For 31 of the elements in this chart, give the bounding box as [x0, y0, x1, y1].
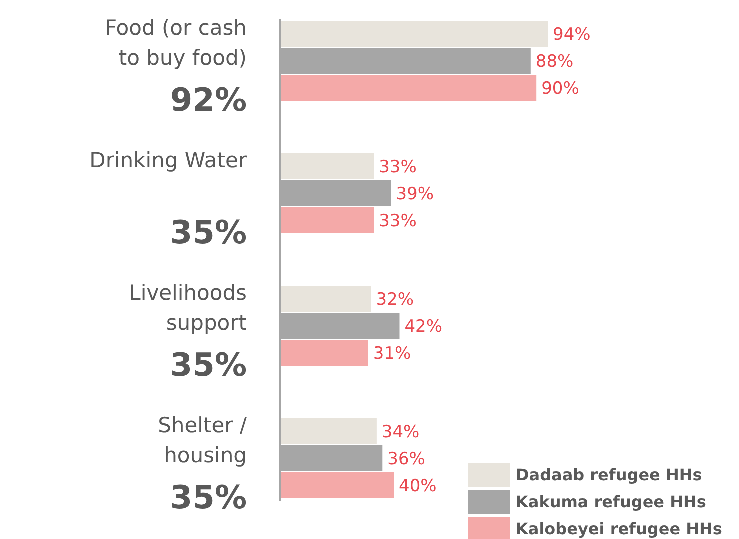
text: 35% — [170, 214, 247, 252]
data-label: 33% — [379, 211, 417, 232]
y-tick-label: Drinking Water — [90, 148, 248, 172]
data-label: 36% — [388, 449, 426, 470]
bar — [280, 340, 368, 366]
bar — [280, 154, 374, 180]
data-label: 33% — [379, 157, 417, 178]
data-label: 94% — [553, 24, 591, 45]
y-tick-label: Livelihoods support — [129, 281, 247, 335]
bar — [280, 208, 374, 234]
data-label: 34% — [382, 422, 420, 442]
legend-label: Dadaab refugee HHs — [516, 466, 702, 485]
text: 35% — [170, 346, 247, 384]
bar — [280, 472, 394, 498]
y-tick-label: Food (or cash to buy food) — [104, 16, 247, 70]
data-label: 31% — [373, 344, 412, 364]
data-label: 40% — [399, 476, 437, 496]
y-tick-label: Shelter / housing — [158, 414, 248, 468]
data-label: 32% — [376, 290, 414, 310]
text: 92% — [170, 81, 247, 119]
data-label: 39% — [396, 184, 434, 204]
data-label: 42% — [404, 316, 443, 337]
legend-label: Kakuma refugee HHs — [516, 492, 706, 512]
data-label: 88% — [536, 52, 574, 72]
data-label: 90% — [542, 78, 580, 99]
bar — [280, 21, 548, 47]
bar — [280, 418, 377, 444]
text: 35% — [170, 478, 247, 516]
bar — [280, 75, 537, 101]
legend-label: Kalobeyei refugee HHs — [516, 520, 722, 539]
bar — [280, 286, 372, 312]
